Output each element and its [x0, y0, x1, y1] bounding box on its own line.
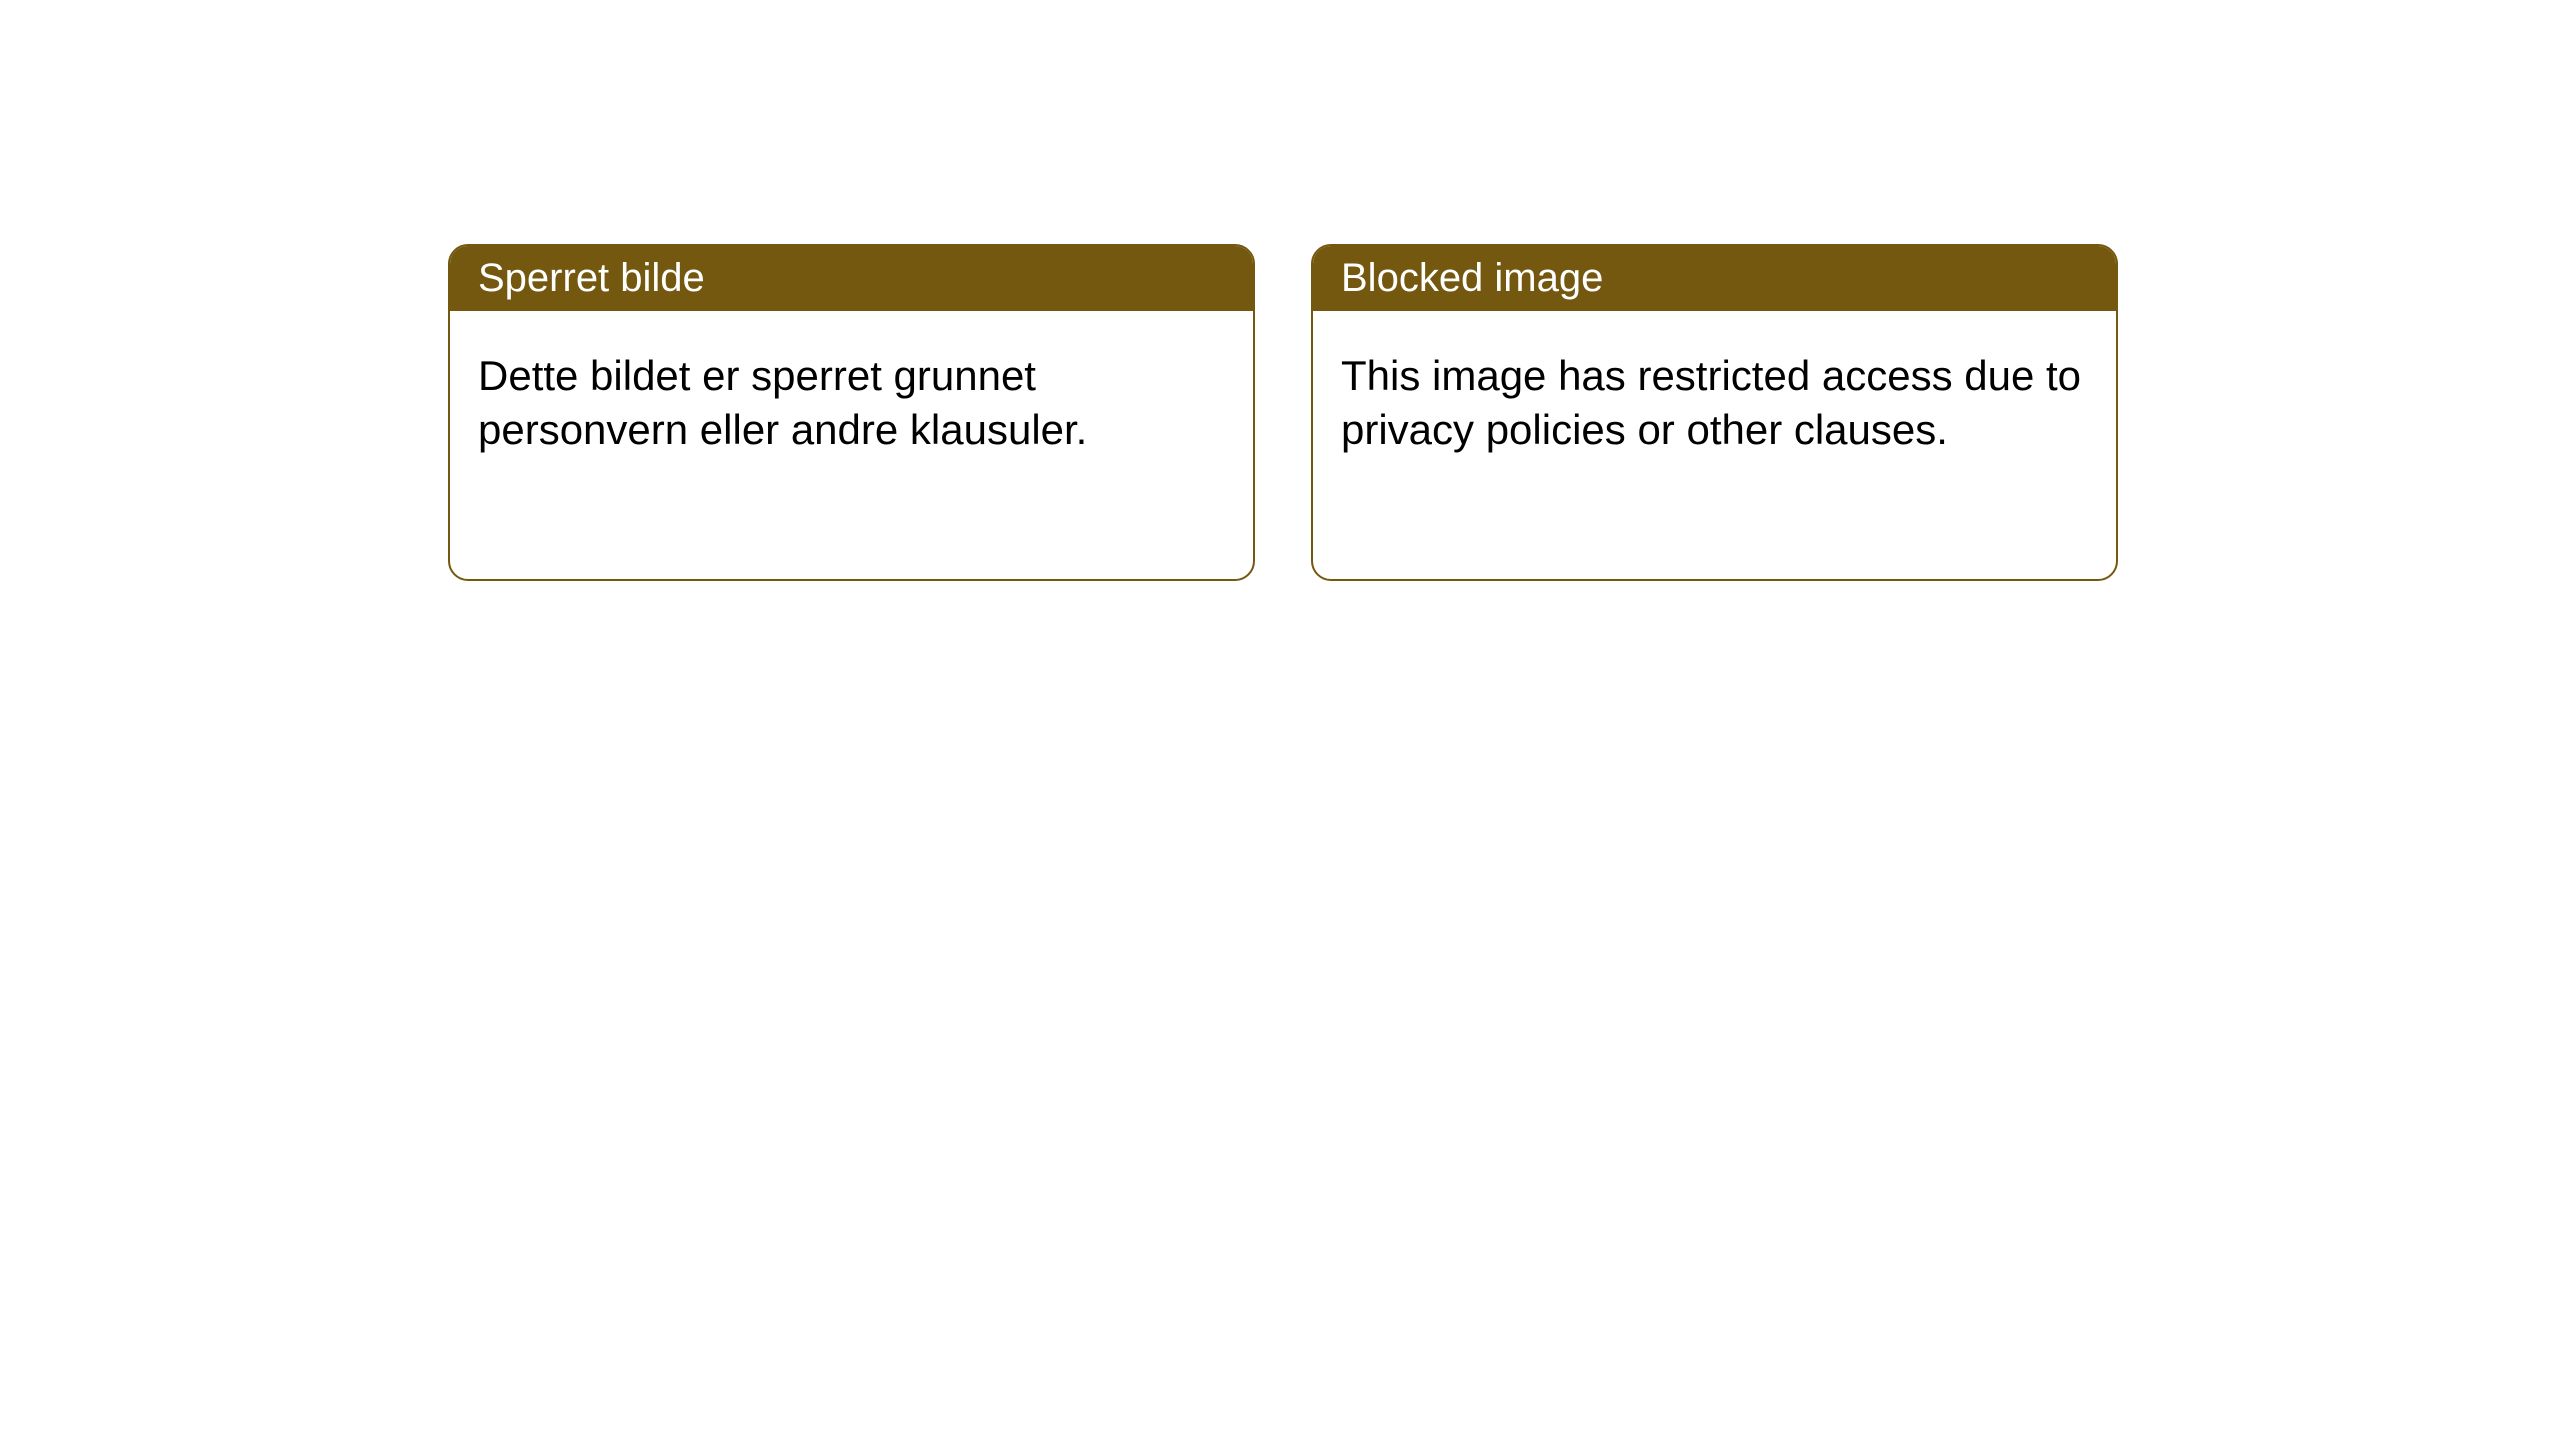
card-message: This image has restricted access due to … [1341, 352, 2081, 453]
card-header: Sperret bilde [450, 246, 1253, 311]
card-header: Blocked image [1313, 246, 2116, 311]
notice-card-english: Blocked image This image has restricted … [1311, 244, 2118, 581]
notice-card-norwegian: Sperret bilde Dette bildet er sperret gr… [448, 244, 1255, 581]
card-title: Sperret bilde [478, 256, 705, 300]
notice-card-container: Sperret bilde Dette bildet er sperret gr… [448, 244, 2118, 581]
card-message: Dette bildet er sperret grunnet personve… [478, 352, 1087, 453]
card-body: Dette bildet er sperret grunnet personve… [450, 311, 1253, 495]
card-title: Blocked image [1341, 256, 1603, 300]
card-body: This image has restricted access due to … [1313, 311, 2116, 495]
